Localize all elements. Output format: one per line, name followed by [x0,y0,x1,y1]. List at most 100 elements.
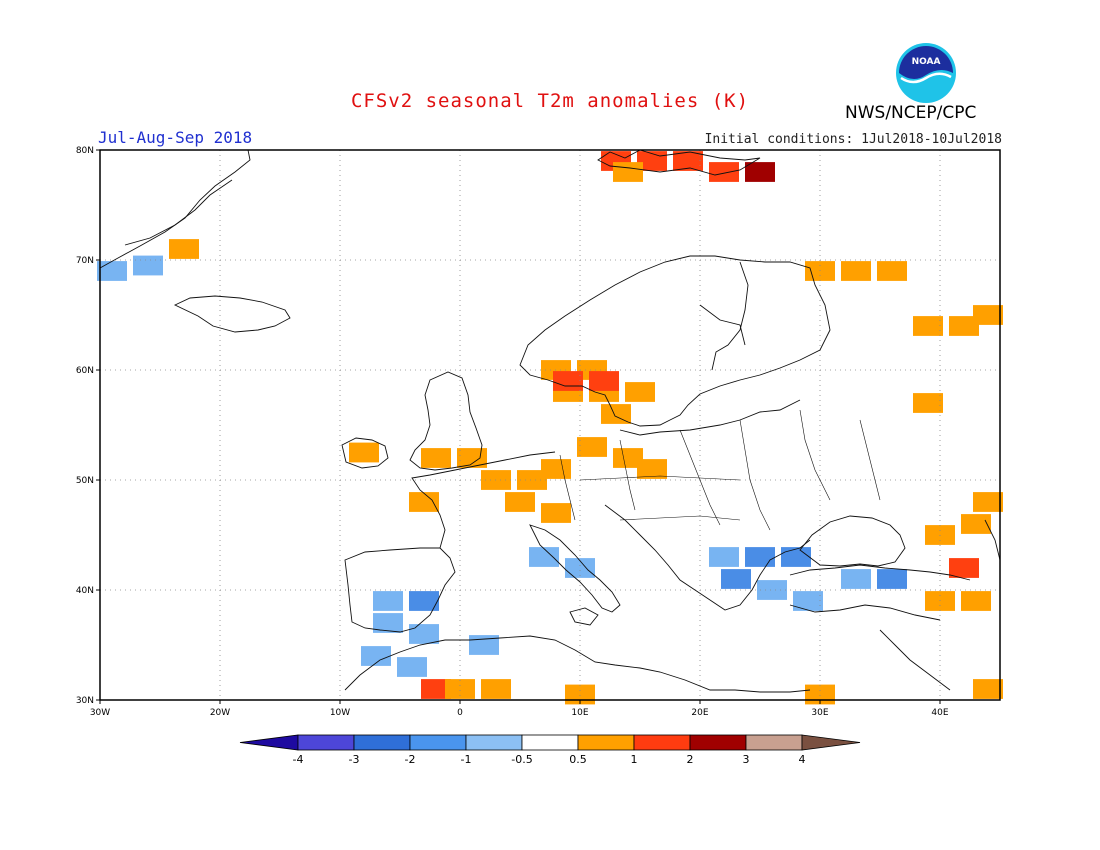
anomaly-cell [709,547,739,567]
anomaly-cell [673,151,703,171]
legend-label: -3 [349,753,360,766]
anomaly-cell [625,382,655,402]
map-frame [99,149,1001,701]
legend-swatch [353,734,411,751]
anomaly-cell [637,459,667,479]
anomaly-cell [877,261,907,281]
anomaly-cell [841,569,871,589]
anomaly-cell [961,591,991,611]
coastlines [99,149,1001,693]
agency-label: NWS/NCEP/CPC [845,103,977,123]
anomaly-cell [793,591,823,611]
anomaly-cell [541,459,571,479]
legend-label: 2 [687,753,694,766]
initial-conditions: Initial conditions: 1Jul2018-10Jul2018 [704,132,1002,147]
lon-tick-label: 30E [811,708,828,718]
lon-tick-label: 0 [457,708,463,718]
anomaly-cell [541,503,571,523]
lat-tick-label: 50N [76,476,94,486]
anomaly-cell [445,679,475,699]
legend-swatch [577,734,635,751]
legend-label: 3 [743,753,750,766]
anomaly-cell [361,646,391,666]
anomaly-cell [397,657,427,677]
anomaly-cell [961,514,991,534]
anomaly-cell [577,437,607,457]
lon-tick-label: 20W [210,708,230,718]
legend-label: -0.5 [511,753,532,766]
anomaly-cells [97,151,1003,705]
lon-tick-label: 30W [90,708,110,718]
anomaly-cell [349,442,379,463]
lon-tick-label: 40E [931,708,948,718]
anomaly-cell [973,305,1003,325]
anomaly-cell [409,492,439,512]
legend-label: -1 [461,753,472,766]
lon-tick-label: 20E [691,708,708,718]
anomaly-cell [841,261,871,281]
color-legend: -4 -3 -2 -1 -0.5 0.5 1 2 3 4 [239,734,861,766]
legend-label: 4 [799,753,806,766]
anomaly-cell [613,448,643,468]
noaa-logo-text: NOAA [912,57,941,67]
anomaly-cell [457,448,487,468]
lon-tick-label: 10W [330,708,350,718]
map-title: CFSv2 seasonal T2m anomalies (K) [350,90,750,112]
anomaly-cell [409,624,439,644]
anomaly-cell [973,679,1003,699]
anomaly-cell [421,679,451,699]
legend-swatch [297,734,355,751]
anomaly-cell [421,448,451,468]
legend-swatch [521,734,579,751]
legend-label: -2 [405,753,416,766]
anomaly-cell [565,558,595,578]
anomaly-cell [469,635,499,655]
legend-swatch [465,734,523,751]
legend-label: 1 [631,753,638,766]
lat-tick-label: 30N [76,696,94,706]
longitude-tick-labels: 30W 20W 10W 0 10E 20E 30E 40E [90,708,949,718]
anomaly-cell [877,569,907,589]
anomaly-cell [601,404,631,424]
anomaly-cell [949,558,979,578]
anomaly-cell [781,547,811,567]
legend-label: -4 [293,753,304,766]
anomaly-cell [505,492,535,512]
anomaly-cell [745,162,775,182]
anomaly-cell [133,255,163,276]
lon-tick-label: 10E [571,708,588,718]
anomaly-cell [745,547,775,567]
anomaly-cell [913,393,943,413]
legend-swatch-max [801,734,861,751]
anomaly-cell [481,679,511,699]
anomaly-cell [409,591,439,611]
anomaly-cell [97,261,127,281]
anomaly-cell [721,569,751,589]
anomaly-cell [949,316,979,336]
anomaly-cell [553,371,583,391]
lat-tick-label: 60N [76,366,94,376]
anomaly-cell [709,162,739,182]
anomaly-cell [373,613,403,633]
anomaly-cell [589,371,619,391]
anomaly-cell [757,580,787,600]
anomaly-cell [529,547,559,567]
latitude-tick-labels: 30N 40N 50N 60N 70N 80N [76,146,94,706]
lat-tick-label: 80N [76,146,94,156]
legend-swatch [633,734,691,751]
noaa-logo: NOAA [896,43,956,103]
map-gridlines [96,149,1000,704]
legend-swatch-min [239,734,299,751]
anomaly-cell [913,316,943,336]
legend-swatch [409,734,467,751]
anomaly-cell [517,470,547,490]
anomaly-cell [373,591,403,611]
legend-label: 0.5 [569,753,587,766]
anomaly-cell [973,492,1003,512]
anomaly-cell [169,239,199,259]
legend-swatch [745,734,803,751]
legend-swatch [689,734,747,751]
lat-tick-label: 70N [76,256,94,266]
forecast-period: Jul-Aug-Sep 2018 [98,128,253,147]
